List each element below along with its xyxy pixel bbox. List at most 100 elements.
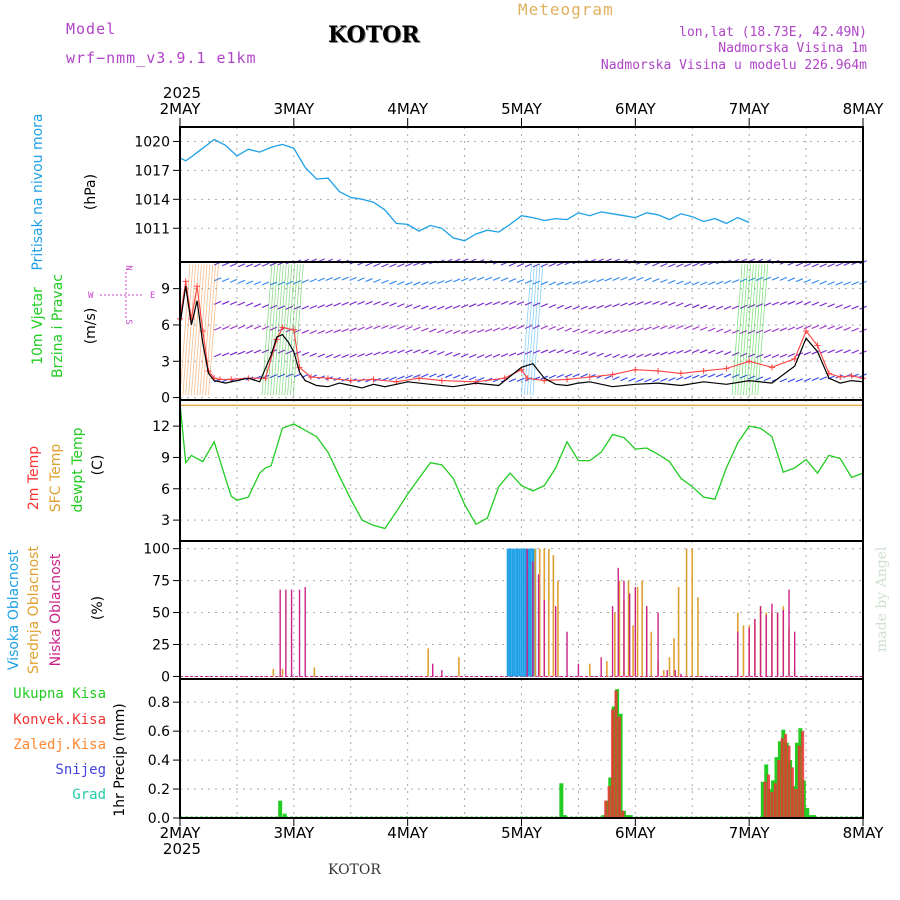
wind-barb [851, 281, 859, 286]
wind-barb [413, 326, 421, 331]
wind-barb [755, 276, 764, 281]
wind-barb [508, 278, 517, 283]
wind-red-marker [655, 367, 662, 374]
wind-barb [508, 352, 517, 357]
wind-barb [779, 353, 788, 358]
conv-precip-bar [770, 791, 774, 818]
y-tick-label: 50 [152, 606, 170, 622]
wind-barb [213, 353, 222, 358]
wind-barb [309, 352, 317, 357]
wind-barb [325, 329, 333, 334]
wind-barb [540, 349, 549, 354]
wind-barb [556, 374, 565, 379]
wind-barb [221, 278, 230, 283]
y-tick-label: 0.2 [148, 782, 170, 798]
wind-barb [795, 262, 804, 267]
compass-south: S [123, 319, 133, 324]
wind-barb [253, 263, 262, 268]
wind-barb [437, 280, 445, 285]
wind-barb-column [179, 264, 191, 396]
wind-barb-column [284, 264, 296, 396]
wind-barb [405, 281, 413, 286]
wind-barb [763, 354, 772, 359]
wind-barb [644, 300, 652, 305]
y-tick-label: 12 [152, 419, 170, 435]
wind-barb [684, 263, 692, 268]
wind-barb [787, 277, 796, 282]
wind-barb [508, 300, 517, 305]
wind-barb [827, 303, 835, 308]
wind-barb [827, 281, 835, 286]
wind-barb [676, 302, 684, 307]
wind-barb [580, 280, 588, 285]
wind-barb [508, 325, 517, 330]
wind-barb-column [521, 264, 532, 396]
wind-barb [835, 349, 843, 354]
wind-barb [317, 277, 325, 282]
compass-east: E [150, 291, 155, 301]
wind-barb [381, 325, 389, 330]
wind-barb [437, 373, 445, 378]
total-precip-bar [794, 742, 799, 818]
wind-barb [261, 262, 270, 267]
wind-barb [747, 375, 756, 380]
wind-barb [604, 277, 612, 282]
wind-barb [795, 325, 804, 330]
wind-barb [819, 263, 827, 268]
wind-barb [700, 349, 708, 354]
wind-barb [660, 351, 668, 356]
wind-barb [692, 304, 700, 309]
wind-barb [827, 349, 835, 354]
wind-barb [365, 300, 373, 305]
total-precip-bar [559, 783, 564, 818]
wind-red-marker [564, 376, 571, 383]
wind-barb [245, 302, 254, 307]
wind-title: 10m Vjetar [30, 287, 46, 365]
y-tick-label: 6 [161, 482, 170, 498]
wind-barb [460, 304, 469, 309]
wind-barb [325, 303, 333, 308]
wind-barb [596, 329, 604, 334]
precip-legend-item: Konvek.Kisa [13, 712, 106, 728]
model-elevation-label: Nadmorska Visina u modelu 226.964m [600, 58, 867, 73]
wind-barb [221, 262, 230, 267]
wind-barb [684, 349, 692, 354]
wind-red-marker [586, 374, 593, 380]
wind-barb [460, 329, 469, 334]
model-label: Model [66, 20, 117, 38]
wind-red-marker [194, 283, 201, 290]
wind-barb [397, 281, 405, 286]
pressure-title: Pritisak na nivou mora [30, 113, 46, 270]
wind-barb [349, 327, 357, 332]
wind-barb [803, 262, 812, 268]
wind-barb [365, 325, 373, 330]
wind-red-marker [324, 375, 331, 382]
wind-barb [715, 305, 724, 310]
wind-barb [779, 276, 788, 281]
wind-barb [604, 375, 612, 380]
wind-barb [668, 279, 676, 284]
wind-red-marker [370, 376, 377, 383]
wind-barb [413, 374, 421, 379]
y-tick-label: 3 [161, 513, 170, 529]
wind-barb [644, 353, 652, 358]
wind-barb [397, 375, 405, 380]
wind-barb [397, 303, 405, 308]
pressure-unit: (hPa) [83, 174, 99, 210]
y-tick-label: 1020 [134, 134, 170, 150]
wind-barb [676, 263, 684, 268]
bottom-day-label: 4MAY [387, 824, 429, 842]
wind-barb [676, 376, 684, 381]
wind-barb [604, 329, 612, 334]
wind-barb [389, 376, 397, 381]
wind-barb [556, 326, 565, 331]
wind-barb-column [272, 264, 284, 396]
wind-barb [492, 327, 501, 332]
wind-barb [572, 350, 580, 355]
wind-red-marker [803, 328, 810, 334]
wind-barb [237, 325, 246, 330]
wind-barb-column [182, 264, 194, 396]
wind-barb [492, 301, 501, 306]
wind-barb [333, 354, 341, 359]
